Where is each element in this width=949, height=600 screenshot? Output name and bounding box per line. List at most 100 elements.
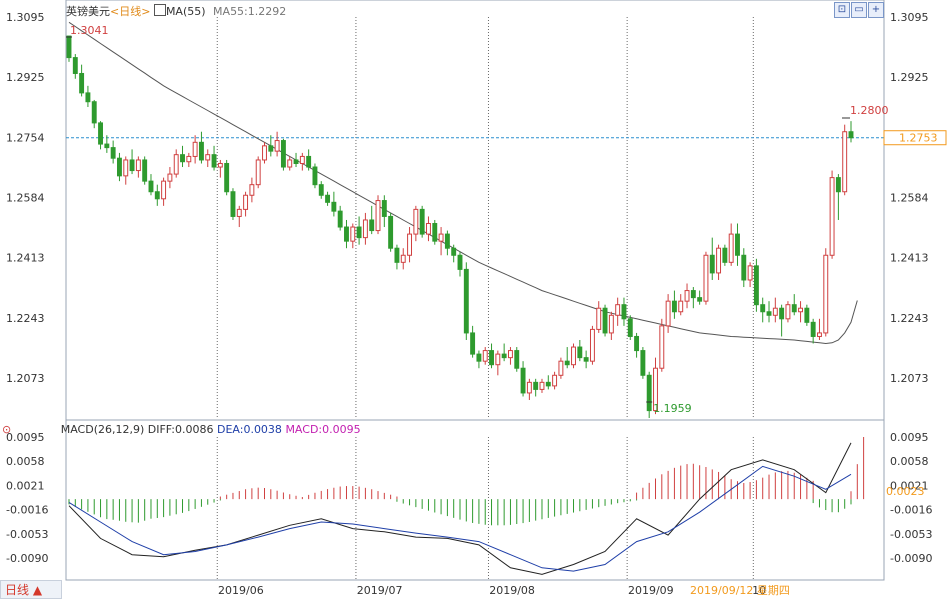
macd-tick-right: -0.0053 [890,528,932,541]
candle [337,205,343,231]
candle [659,318,665,372]
candle [369,205,375,235]
candle [501,343,507,362]
macd-value: MACD:0.0095 [285,423,361,436]
low-annotation: 1.1959 [653,402,692,415]
candle-body [583,357,589,362]
candle-body [577,346,583,359]
candle-body [697,297,703,302]
candle [709,237,715,280]
candle [306,149,312,171]
candle-body [426,223,431,235]
candle [161,177,167,206]
candle-body [299,155,305,164]
candle-body [753,265,759,306]
candle [577,339,583,362]
candle-body [161,180,167,200]
candle [98,121,103,150]
candle-body [640,350,646,376]
candle-body [772,307,778,316]
candle-body [735,233,740,256]
macd-tick-left: 0.0058 [6,455,45,468]
candle [72,54,78,79]
candle-body [167,173,173,182]
candle [596,301,602,333]
candle-body [665,300,671,327]
macd-diff: DIFF:0.0086 [147,423,214,436]
candle [766,301,772,323]
candle-body [217,162,223,168]
candle-body [520,367,526,394]
zoom-out-button[interactable]: ▭ [851,2,867,18]
candle-body [186,155,192,163]
candle [129,149,135,175]
candle-body [262,145,267,161]
candle [438,227,444,256]
candle-body [798,307,804,313]
macd-tick-right: -0.0016 [890,504,932,517]
candle [344,219,349,249]
candle-body [104,143,110,149]
candle-body [627,318,633,337]
candle-body [205,154,211,161]
candle-body [779,307,785,320]
candle-body [457,254,463,270]
zoom-fit-button[interactable]: ⊡ [834,2,850,18]
candle-body [350,226,356,242]
candle [142,156,148,185]
candle-body [230,191,236,217]
candle-body [489,350,494,366]
period-label[interactable]: <日线> [110,5,151,18]
candle-body [325,194,331,203]
candle-body [438,233,444,242]
candle [331,191,337,217]
symbol-label: 英镑美元 [66,5,110,18]
candle-body [362,219,368,239]
candle-body [394,247,400,263]
candle-body [135,159,141,172]
candle [564,347,570,369]
candle-body [684,290,690,302]
candle-body [192,141,198,157]
candle-body [810,321,816,337]
macd-tick-left: -0.0053 [6,528,48,541]
macd-panel-border [65,419,885,581]
candle-body [791,304,797,313]
candle-body [539,381,545,390]
candle [716,244,722,280]
period-tab[interactable]: 日线 ▲ [0,580,62,599]
candle [804,304,810,326]
candle [785,301,791,323]
x-axis: 2019/06 2019/07 2019/08 2019/09 102019/09/12… [218,584,790,597]
zoom-in-button[interactable]: + [868,2,884,18]
candle [495,350,501,376]
candle-body [463,268,469,334]
candle-body [608,314,614,334]
price-tick-right: 1.2925 [890,71,929,84]
candle [400,248,406,270]
candle-body [766,311,772,316]
ma-toggle-icon[interactable] [153,4,166,16]
candle-body [369,219,375,232]
candle [741,248,747,288]
candle [615,297,621,326]
candle-body [476,353,482,362]
candle [482,347,488,365]
candle-body [482,350,488,362]
price-panel-border [65,0,885,421]
macd-settings-icon[interactable]: ⊙ [2,423,12,436]
x-tick-label: 2019/07 [357,584,403,597]
ma-value: MA55:1.2292 [213,5,287,18]
candle-body [243,194,249,210]
candle-body [804,307,810,323]
candle [236,205,242,228]
candle [583,350,589,369]
candle [280,138,286,171]
candle [507,347,513,365]
candle-body [123,159,129,177]
candle [167,167,173,189]
candle-body [785,304,791,320]
candle [526,378,532,400]
candle [110,140,116,164]
candle [154,184,160,206]
